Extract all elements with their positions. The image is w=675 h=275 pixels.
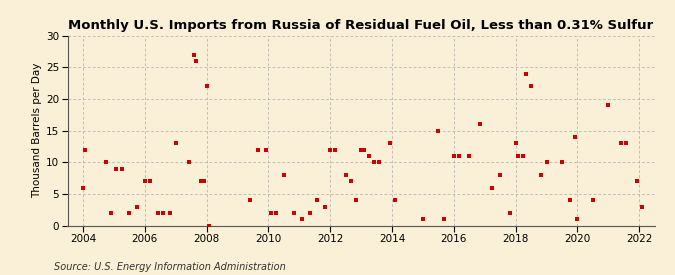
Point: [261, 147, 271, 152]
Point: [536, 173, 547, 177]
Point: [191, 59, 202, 63]
Point: [116, 166, 127, 171]
Point: [124, 211, 135, 215]
Point: [369, 160, 379, 164]
Point: [572, 217, 583, 221]
Point: [587, 198, 598, 202]
Point: [487, 185, 498, 190]
Point: [631, 179, 642, 183]
Point: [384, 141, 395, 145]
Point: [106, 211, 117, 215]
Point: [350, 198, 361, 202]
Point: [418, 217, 429, 221]
Point: [363, 154, 374, 158]
Point: [312, 198, 323, 202]
Point: [153, 211, 163, 215]
Point: [616, 141, 627, 145]
Point: [201, 84, 212, 89]
Point: [557, 160, 568, 164]
Point: [637, 204, 647, 209]
Point: [198, 179, 209, 183]
Point: [513, 154, 524, 158]
Point: [438, 217, 449, 221]
Point: [564, 198, 575, 202]
Point: [389, 198, 400, 202]
Point: [510, 141, 521, 145]
Point: [132, 204, 142, 209]
Point: [139, 179, 150, 183]
Point: [346, 179, 356, 183]
Point: [570, 135, 580, 139]
Point: [170, 141, 181, 145]
Point: [621, 141, 632, 145]
Point: [356, 147, 367, 152]
Point: [374, 160, 385, 164]
Point: [80, 147, 91, 152]
Point: [265, 211, 276, 215]
Point: [495, 173, 506, 177]
Point: [474, 122, 485, 127]
Point: [296, 217, 307, 221]
Point: [541, 160, 552, 164]
Point: [253, 147, 264, 152]
Point: [289, 211, 300, 215]
Y-axis label: Thousand Barrels per Day: Thousand Barrels per Day: [32, 63, 42, 198]
Point: [183, 160, 194, 164]
Point: [433, 128, 443, 133]
Point: [245, 198, 256, 202]
Point: [603, 103, 614, 108]
Point: [165, 211, 176, 215]
Point: [304, 211, 315, 215]
Text: Source: U.S. Energy Information Administration: Source: U.S. Energy Information Administ…: [54, 262, 286, 272]
Point: [358, 147, 369, 152]
Point: [271, 211, 281, 215]
Point: [157, 211, 168, 215]
Point: [330, 147, 341, 152]
Point: [319, 204, 330, 209]
Point: [526, 84, 537, 89]
Point: [204, 223, 215, 228]
Point: [144, 179, 155, 183]
Point: [448, 154, 459, 158]
Title: Monthly U.S. Imports from Russia of Residual Fuel Oil, Less than 0.31% Sulfur: Monthly U.S. Imports from Russia of Resi…: [68, 19, 654, 32]
Point: [279, 173, 290, 177]
Point: [111, 166, 122, 171]
Point: [325, 147, 335, 152]
Point: [454, 154, 464, 158]
Point: [518, 154, 529, 158]
Point: [520, 72, 531, 76]
Point: [188, 53, 199, 57]
Point: [101, 160, 111, 164]
Point: [505, 211, 516, 215]
Point: [464, 154, 475, 158]
Point: [196, 179, 207, 183]
Point: [78, 185, 88, 190]
Point: [340, 173, 351, 177]
